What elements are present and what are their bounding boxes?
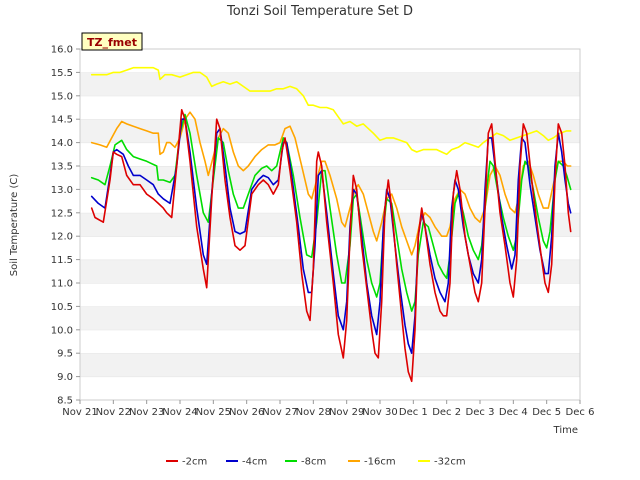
- plot-frame: [79, 48, 581, 401]
- y-tick-label: 15.0: [51, 91, 73, 102]
- x-tick-label: Dec 4: [499, 407, 528, 418]
- y-tick-label: 9.0: [57, 372, 73, 383]
- y-tick-label: 11.0: [51, 279, 73, 290]
- grid-band: [80, 72, 580, 96]
- legend-label: -2cm: [182, 457, 207, 468]
- y-axis-ticks: 8.5 9.0 9.5 10.0 10.5 11.0 11.5 12.0 12.5 13.0 13.…: [51, 45, 80, 407]
- y-tick-label: 12.0: [51, 232, 73, 243]
- y-tick-label: 11.5: [51, 255, 73, 266]
- grid-band: [80, 376, 580, 400]
- x-tick-label: Nov 30: [362, 407, 397, 418]
- y-tick-label: 8.5: [57, 396, 73, 407]
- legend: -2cm -4cm -8cm -16cm -32cm: [166, 457, 466, 468]
- x-axis-label: Time: [553, 425, 578, 436]
- x-tick-label: Nov 24: [162, 407, 197, 418]
- grid-band: [80, 353, 580, 377]
- x-tick-label: Dec 6: [566, 407, 595, 418]
- chart-title: Tonzi Soil Temperature Set D: [226, 4, 413, 19]
- badge-label: TZ_fmet: [87, 36, 137, 49]
- legend-label: -4cm: [242, 457, 267, 468]
- series-line-minus-2cm: [90, 109, 572, 383]
- x-tick-label: Nov 27: [262, 407, 297, 418]
- grid-band: [80, 119, 580, 143]
- y-tick-label: 10.5: [51, 302, 73, 313]
- x-tick-label: Dec 1: [399, 407, 428, 418]
- y-tick-label: 9.5: [57, 349, 73, 360]
- grid-band: [80, 95, 580, 120]
- y-tick-label: 14.5: [51, 115, 73, 126]
- x-tick-label: Dec 3: [466, 407, 495, 418]
- legend-label: -16cm: [364, 457, 396, 468]
- badge: TZ_fmet: [81, 32, 143, 51]
- x-tick-label: Dec 2: [432, 407, 461, 418]
- legend-label: -32cm: [434, 457, 466, 468]
- y-tick-label: 13.0: [51, 185, 73, 196]
- x-tick-label: Nov 22: [96, 407, 131, 418]
- x-tick-label: Nov 21: [62, 407, 97, 418]
- grid-band: [80, 259, 580, 283]
- x-tick-label: Nov 29: [329, 407, 364, 418]
- y-tick-label: 15.5: [51, 68, 73, 79]
- badge-box: [81, 32, 143, 51]
- grid-band: [80, 329, 580, 354]
- grid-band: [80, 49, 580, 73]
- y-tick-label: 13.5: [51, 162, 73, 173]
- x-tick-label: Nov 23: [129, 407, 164, 418]
- y-tick-label: 16.0: [51, 45, 73, 56]
- grid-band: [80, 283, 580, 307]
- y-tick-label: 14.0: [51, 138, 73, 149]
- legend-label: -8cm: [301, 457, 326, 468]
- x-tick-label: Nov 25: [196, 407, 231, 418]
- x-tick-label: Nov 26: [229, 407, 264, 418]
- grid-band: [80, 306, 580, 330]
- y-tick-label: 10.0: [51, 325, 73, 336]
- x-tick-label: Nov 28: [296, 407, 331, 418]
- grid-band: [80, 212, 580, 237]
- y-tick-label: 12.5: [51, 208, 73, 219]
- x-tick-label: Dec 5: [532, 407, 561, 418]
- y-axis-label: Soil Temperature (C): [9, 174, 20, 277]
- series-lines: [90, 66, 572, 383]
- grid-band: [80, 142, 580, 166]
